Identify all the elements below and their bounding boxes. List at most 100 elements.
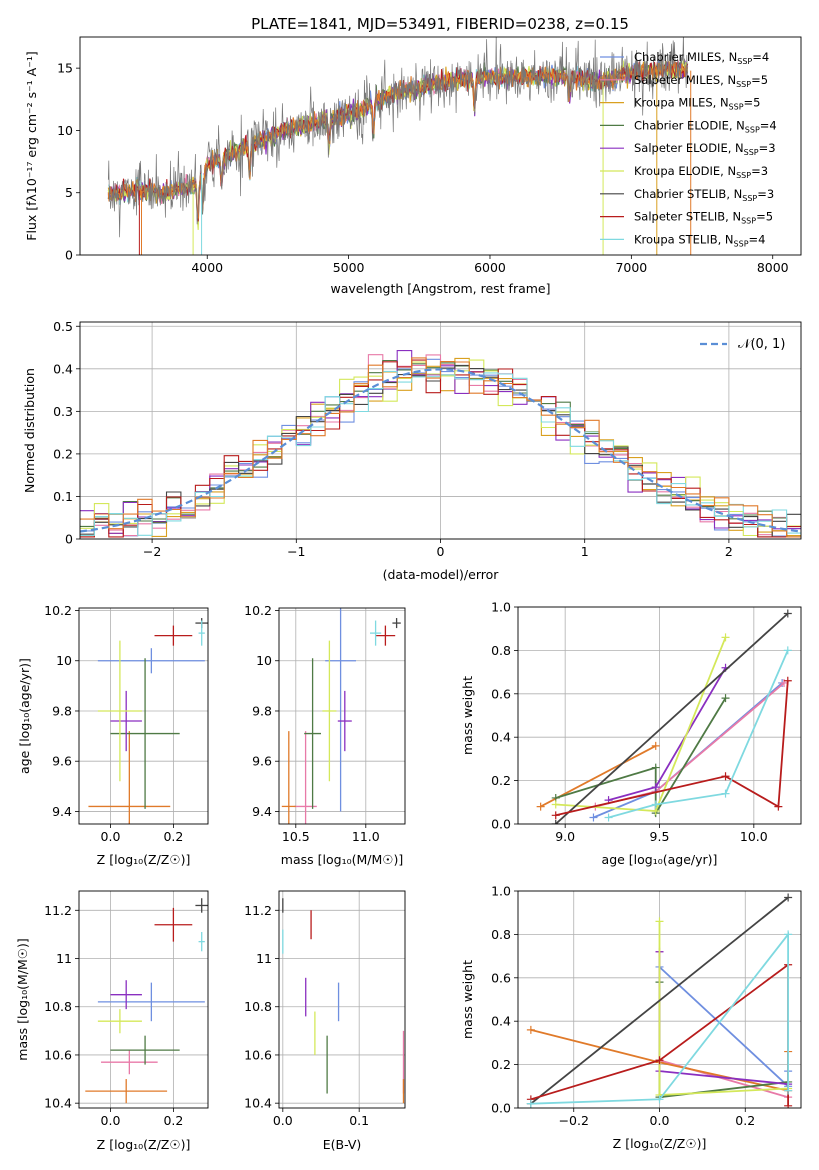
data-point xyxy=(784,893,793,902)
plot-area xyxy=(281,608,401,824)
y-tick-label: 0.8 xyxy=(491,643,511,658)
plot-area xyxy=(88,618,208,824)
legend-label-sub: SSP xyxy=(741,217,756,226)
legend-label: 𝒩(0, 1) xyxy=(738,337,785,352)
data-point xyxy=(589,813,598,822)
data-point xyxy=(526,1025,535,1034)
y-axis-label: mass weight xyxy=(460,960,475,1039)
histogram-series xyxy=(80,354,801,538)
y-axis-label: Normed distribution xyxy=(22,368,37,493)
data-point xyxy=(651,800,660,809)
legend-label-text: Salpeter ELODIE, N xyxy=(634,141,744,155)
y-tick-label: 0.8 xyxy=(491,927,511,942)
y-tick-label: 9.8 xyxy=(252,703,272,718)
x-tick-label: 0.2 xyxy=(163,1113,183,1128)
legend-label: Chabrier ELODIE, NSSP=4 xyxy=(634,118,777,134)
axes-spectrum: 4000 5000 6000 7000 8000 0 5 10 15 wavelength [An… xyxy=(24,36,802,296)
y-tick-label: 10.4 xyxy=(44,1096,72,1111)
data-point xyxy=(526,1099,535,1108)
series-line xyxy=(658,982,789,1099)
legend-label-tail: =5 xyxy=(756,210,773,224)
data-point xyxy=(721,789,730,798)
series-line xyxy=(530,896,789,1105)
y-axis-label: age [log₁₀(age/yr)] xyxy=(17,658,32,774)
x-axis-label: mass [log₁₀(M/M☉)] xyxy=(281,852,403,867)
legend-label-text: Chabrier STELIB, N xyxy=(634,187,742,201)
legend-label-text: Chabrier ELODIE, N xyxy=(634,118,745,132)
axes-mass_vs_ebv: 0.0 0.1 10.4 10.6 10.8 11 11.2 E(B-V) xyxy=(244,890,406,1152)
x-tick-label: 0.1 xyxy=(349,1113,369,1128)
y-axis-label: mass weight xyxy=(460,676,475,755)
gaussian-curve xyxy=(80,368,801,533)
y-axis-label: Flux [fλ10⁻¹⁷ erg cm⁻² s⁻¹ A⁻¹] xyxy=(24,51,39,240)
x-tick-label: 0.2 xyxy=(735,1113,755,1128)
x-tick-label: 0.0 xyxy=(273,1113,293,1128)
axes-frame xyxy=(78,890,209,1109)
axes-mass_weight_vs_Z: −0.2 0.0 0.2 0.0 0.2 0.4 0.6 0.8 1.0 Z [log₁₀(Z/Z… xyxy=(460,884,802,1151)
x-axis-label: age [log₁₀(age/yr)] xyxy=(602,852,718,867)
plot-area xyxy=(536,609,792,824)
legend-label-sub: SSP xyxy=(742,194,757,203)
data-point xyxy=(536,802,545,811)
data-point xyxy=(783,609,792,618)
x-tick-label: 0.0 xyxy=(101,829,121,844)
legend-label-tail: =5 xyxy=(751,73,768,87)
data-point xyxy=(551,820,560,824)
legend-label-tail: =4 xyxy=(749,232,766,246)
y-tick-label: 0 xyxy=(65,532,73,547)
x-tick-label: 4000 xyxy=(191,260,223,275)
data-spectrum xyxy=(107,37,689,238)
legend-label: Kroupa MILES, NSSP=5 xyxy=(634,96,760,112)
x-tick-label: 0.2 xyxy=(163,829,183,844)
axes-frame xyxy=(79,36,802,256)
data-point xyxy=(784,1101,793,1108)
legend-label-tail: =3 xyxy=(759,141,776,155)
x-axis-label: Z [log₁₀(Z/Z☉)] xyxy=(97,852,191,867)
y-tick-label: 9.8 xyxy=(52,703,72,718)
plot-area xyxy=(80,350,801,538)
y-tick-label: 9.6 xyxy=(52,754,72,769)
series-line xyxy=(530,931,789,1105)
y-tick-label: 0.2 xyxy=(491,773,511,788)
x-axis-label: E(B-V) xyxy=(323,1137,362,1152)
legend-label-text: Chabrier MILES, N xyxy=(634,50,737,64)
data-point xyxy=(651,763,660,772)
x-tick-label: 9.5 xyxy=(650,829,670,844)
legend-label-sub: SSP xyxy=(736,171,751,180)
y-tick-label: 0.0 xyxy=(491,1101,511,1116)
y-tick-label: 10.2 xyxy=(244,603,272,618)
data-point xyxy=(721,694,730,703)
x-tick-label: 2 xyxy=(725,544,733,559)
data-point xyxy=(784,1086,793,1095)
axes-age_vs_mass: 10.5 11.0 9.4 9.6 9.8 10 10.2 mass [log₁₀(M/M☉)… xyxy=(244,603,406,867)
legend-label-sub: SSP xyxy=(744,148,759,157)
y-tick-label: 11.2 xyxy=(244,903,272,918)
legend-label-sub: SSP xyxy=(729,103,744,112)
data-point xyxy=(655,1056,664,1065)
x-tick-label: 10.5 xyxy=(282,829,310,844)
y-tick-label: 10.4 xyxy=(244,1096,272,1111)
y-tick-label: 0.2 xyxy=(491,1057,511,1072)
y-tick-label: 0.6 xyxy=(491,686,511,701)
axes-frame xyxy=(278,607,406,825)
legend-label-sub: SSP xyxy=(745,125,760,134)
x-tick-label: 7000 xyxy=(615,260,647,275)
y-tick-label: 11 xyxy=(56,951,72,966)
y-tick-label: 5 xyxy=(65,185,73,200)
y-tick-label: 10 xyxy=(56,653,72,668)
model-spectrum xyxy=(107,61,689,222)
legend-label-tail: =4 xyxy=(752,50,769,64)
data-point xyxy=(721,633,730,642)
series-line xyxy=(555,612,789,824)
y-tick-label: 0.4 xyxy=(491,1014,511,1029)
x-axis-label: Z [log₁₀(Z/Z☉)] xyxy=(613,1136,707,1151)
legend-label: Salpeter ELODIE, NSSP=3 xyxy=(634,141,776,157)
data-point xyxy=(784,930,793,939)
data-point xyxy=(551,800,560,809)
y-tick-label: 0.2 xyxy=(53,446,73,461)
y-tick-label: 1.0 xyxy=(491,600,511,615)
y-tick-label: 0.6 xyxy=(491,970,511,985)
axes-mass_vs_Z: 0.0 0.2 10.4 10.6 10.8 11 11.2 Z [log₁₀(Z/Z☉)] m… xyxy=(15,890,209,1152)
series-line xyxy=(608,650,789,819)
